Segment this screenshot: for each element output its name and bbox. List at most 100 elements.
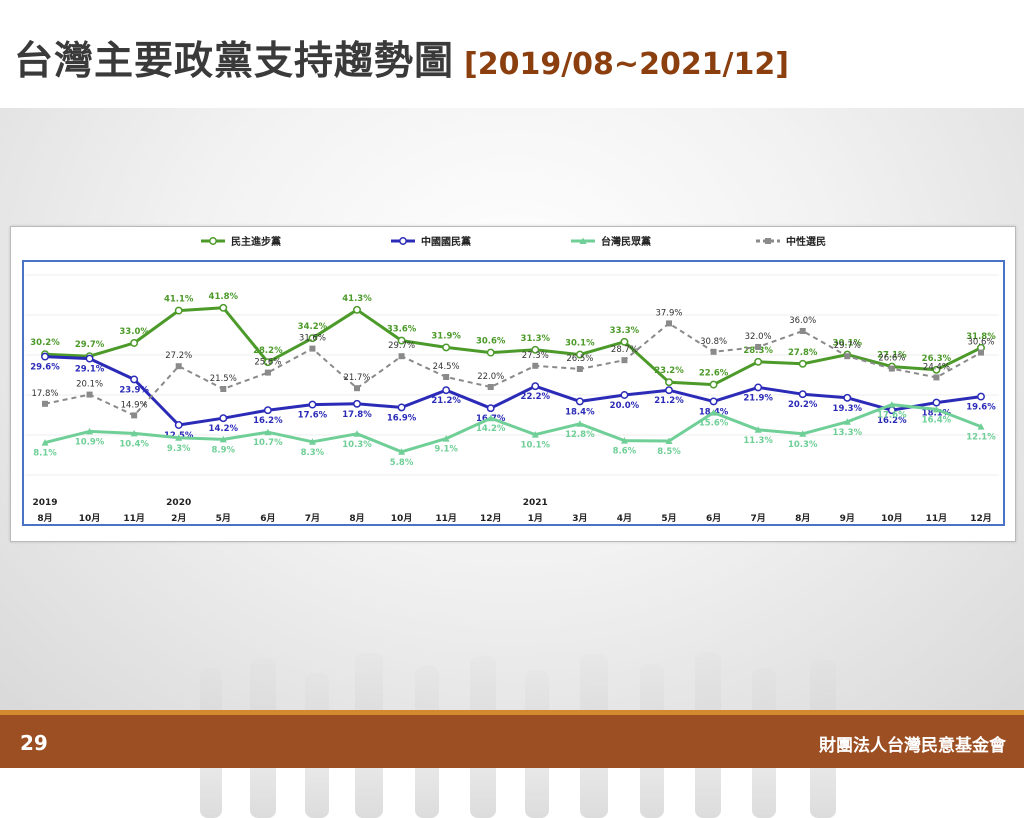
data-point — [42, 400, 48, 407]
data-point — [308, 334, 317, 343]
legend-item: 民主進步黨 — [201, 235, 281, 248]
data-label: 14.9% — [121, 400, 148, 410]
data-label: 30.1% — [565, 339, 595, 349]
data-label: 23.2% — [654, 366, 684, 376]
data-point — [888, 401, 896, 408]
data-point — [932, 398, 941, 407]
year-label: 2020 — [166, 498, 191, 508]
slide-title: 台灣主要政黨支持趨勢圖 [2019/08~2021/12] — [14, 30, 789, 86]
data-label: 31.6% — [299, 334, 326, 344]
data-label: 17.8% — [342, 410, 372, 420]
data-point — [531, 382, 540, 391]
data-label: 33.3% — [610, 326, 640, 336]
data-point — [398, 448, 406, 455]
data-point — [174, 421, 183, 429]
data-label: 34.2% — [298, 322, 328, 332]
data-point — [531, 431, 539, 438]
data-label: 24.5% — [433, 362, 460, 372]
data-label: 10.3% — [342, 440, 372, 450]
data-label: 20.2% — [788, 400, 818, 410]
data-point — [308, 438, 316, 445]
x-tick-label: 8月 — [37, 513, 52, 524]
legend-marker — [399, 237, 407, 245]
data-point — [220, 386, 227, 392]
data-label: 29.1% — [75, 365, 105, 375]
data-point — [263, 358, 272, 367]
x-tick-label: 10月 — [881, 513, 903, 524]
x-tick-label: 10月 — [79, 513, 101, 524]
x-tick-label: 4月 — [617, 513, 632, 524]
data-label: 8.5% — [657, 447, 681, 457]
data-point — [665, 386, 673, 395]
data-point — [532, 362, 539, 369]
data-label: 16.2% — [253, 416, 283, 426]
data-label: 28.7% — [611, 345, 638, 355]
data-point — [354, 385, 360, 392]
data-label: 30.6% — [476, 337, 506, 347]
data-label: 17.6% — [877, 411, 907, 421]
data-label: 12.1% — [966, 433, 996, 443]
data-label: 21.5% — [210, 374, 237, 384]
data-point — [844, 353, 851, 360]
data-point — [130, 429, 138, 437]
data-point — [397, 403, 406, 412]
page-number: 29 — [20, 731, 48, 755]
data-label: 36.0% — [789, 316, 816, 326]
data-point — [665, 437, 673, 444]
x-tick-label: 11月 — [926, 513, 948, 524]
data-label: 28.3% — [743, 346, 773, 356]
data-point — [620, 437, 628, 444]
data-point — [575, 350, 584, 359]
data-label: 17.8% — [31, 389, 58, 399]
data-label: 21.7% — [343, 373, 370, 383]
data-point — [442, 435, 450, 442]
data-point — [932, 405, 940, 413]
data-label: 18.1% — [922, 409, 952, 419]
data-label: 29.6% — [30, 363, 60, 373]
data-label: 30.6% — [967, 338, 994, 348]
data-point — [264, 369, 271, 376]
data-label: 41.8% — [209, 292, 239, 302]
legend-item: 台灣民眾黨 — [571, 235, 651, 248]
data-label: 8.6% — [613, 447, 637, 457]
data-label: 41.3% — [342, 294, 372, 304]
data-label: 32.0% — [745, 332, 772, 342]
data-label: 19.3% — [833, 404, 863, 414]
data-label: 15.6% — [699, 419, 729, 429]
plot-frame — [22, 260, 1005, 526]
data-point — [219, 414, 228, 423]
data-label: 21.9% — [743, 393, 773, 403]
data-point — [486, 404, 495, 413]
x-tick-label: 1月 — [528, 513, 543, 524]
x-tick-label: 12月 — [480, 513, 502, 524]
data-point — [932, 365, 941, 374]
data-point — [263, 406, 272, 415]
data-label: 27.1% — [877, 351, 907, 361]
data-label: 17.6% — [298, 411, 328, 421]
data-point — [666, 320, 672, 327]
data-label: 22.2% — [521, 392, 551, 402]
data-point — [86, 391, 93, 398]
data-point — [799, 430, 807, 437]
data-point — [531, 345, 540, 354]
data-point — [754, 426, 762, 433]
legend-label: 中性選民 — [786, 235, 826, 248]
data-point — [41, 352, 49, 361]
data-label: 27.3% — [522, 351, 549, 361]
data-point — [309, 345, 316, 352]
data-label: 41.1% — [164, 295, 194, 305]
x-tick-label: 5月 — [661, 513, 676, 524]
data-point — [85, 354, 94, 363]
series-line — [44, 306, 982, 387]
data-point — [443, 374, 450, 380]
data-label: 11.3% — [743, 436, 773, 446]
organization-name: 財團法人台灣民意基金會 — [819, 736, 1006, 756]
data-point — [798, 390, 807, 399]
data-label: 14.2% — [476, 424, 506, 434]
data-label: 10.9% — [75, 437, 105, 447]
data-label: 30.2% — [30, 338, 60, 348]
data-label: 8.3% — [301, 448, 325, 458]
data-point — [86, 427, 94, 435]
data-label: 31.3% — [521, 334, 551, 344]
x-tick-label: 2月 — [171, 513, 186, 524]
